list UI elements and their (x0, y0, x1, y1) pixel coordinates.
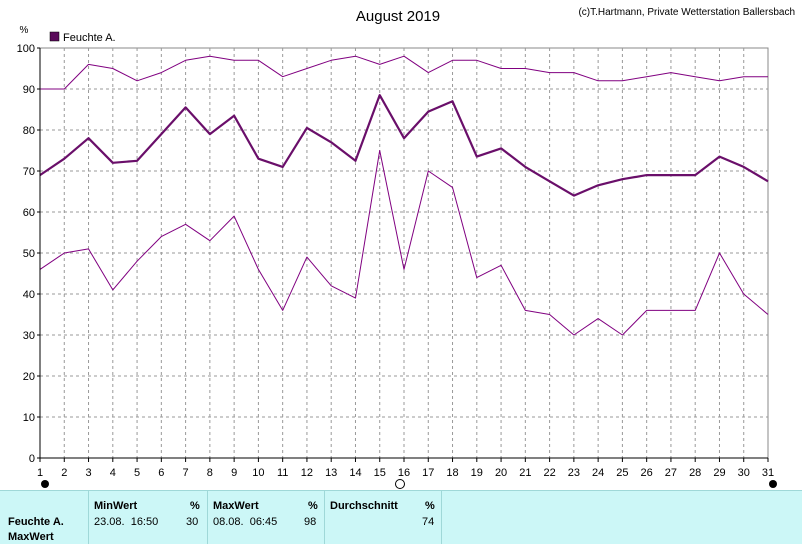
x-tick-label: 12 (301, 467, 313, 479)
y-tick-label: 30 (23, 330, 35, 342)
x-tick-label: 3 (85, 467, 91, 479)
y-tick-label: 70 (23, 166, 35, 178)
x-tick-label: 9 (231, 467, 237, 479)
max-time: 08.08. 06:45 (213, 516, 278, 528)
x-tick-label: 15 (374, 467, 386, 479)
max-header: MaxWert (213, 500, 259, 512)
chart-title: August 2019 (356, 8, 440, 25)
x-tick-label: 23 (568, 467, 580, 479)
day-marker-filled (41, 480, 49, 488)
x-tick-label: 6 (158, 467, 164, 479)
legend-swatch (49, 31, 60, 42)
x-tick-label: 30 (738, 467, 750, 479)
avg-header: Durchschnitt (330, 500, 398, 512)
y-axis-unit: % (20, 25, 29, 36)
y-tick-label: 90 (23, 84, 35, 96)
x-tick-label: 25 (616, 467, 628, 479)
stats-divider (88, 491, 89, 544)
x-tick-label: 24 (592, 467, 604, 479)
x-tick-label: 28 (689, 467, 701, 479)
x-tick-label: 27 (665, 467, 677, 479)
x-tick-label: 5 (134, 467, 140, 479)
y-tick-label: 0 (29, 453, 35, 465)
x-tick-label: 11 (277, 467, 288, 479)
min-header: MinWert (94, 500, 138, 512)
humidity-chart: August 2019 (c)T.Hartmann, Private Wette… (17, 7, 795, 489)
row-label-secondary: MaxWert (8, 531, 54, 543)
day-marker-open (395, 479, 405, 489)
stats-divider (324, 491, 325, 544)
chart-credit: (c)T.Hartmann, Private Wetterstation Bal… (578, 7, 795, 18)
y-tick-label: 10 (23, 412, 35, 424)
x-tick-label: 19 (471, 467, 483, 479)
x-tick-label: 31 (762, 467, 774, 479)
min-value: 30 (186, 516, 199, 528)
min-time: 23.08. 16:50 (94, 516, 159, 528)
stats-divider (441, 491, 442, 544)
x-tick-label: 20 (495, 467, 507, 479)
x-tick-label: 26 (641, 467, 653, 479)
legend-label: Feuchte A. (63, 32, 116, 44)
series-line-mean (39, 93, 769, 197)
max-value: 98 (304, 516, 317, 528)
x-tick-label: 13 (325, 467, 337, 479)
x-tick-label: 4 (110, 467, 116, 479)
x-tick-label: 17 (422, 467, 434, 479)
x-tick-label: 29 (713, 467, 725, 479)
x-tick-label: 2 (61, 467, 67, 479)
y-tick-label: 100 (17, 43, 35, 55)
y-tick-label: 80 (23, 125, 35, 137)
stats-divider (207, 491, 208, 544)
x-tick-label: 16 (398, 467, 410, 479)
row-label: Feuchte A. (8, 516, 64, 528)
avg-value: 74 (422, 516, 435, 528)
series-line-max (40, 55, 768, 90)
x-tick-label: 21 (519, 467, 531, 479)
x-tick-label: 18 (446, 467, 458, 479)
min-unit: % (190, 500, 200, 512)
x-tick-label: 22 (543, 467, 555, 479)
series-line-min (39, 150, 769, 336)
y-tick-label: 20 (23, 371, 35, 383)
x-tick-label: 7 (183, 467, 189, 479)
y-tick-label: 50 (23, 248, 35, 260)
x-tick-label: 1 (37, 467, 43, 479)
day-marker-filled (769, 480, 777, 488)
y-tick-label: 60 (23, 207, 35, 219)
avg-unit: % (425, 500, 435, 512)
max-unit: % (308, 500, 318, 512)
stats-table: MinWert % MaxWert % Durchschnitt % Feuch… (0, 490, 802, 544)
x-tick-label: 14 (349, 467, 361, 479)
x-tick-label: 10 (252, 467, 264, 479)
y-tick-label: 40 (23, 289, 35, 301)
x-tick-label: 8 (207, 467, 213, 479)
